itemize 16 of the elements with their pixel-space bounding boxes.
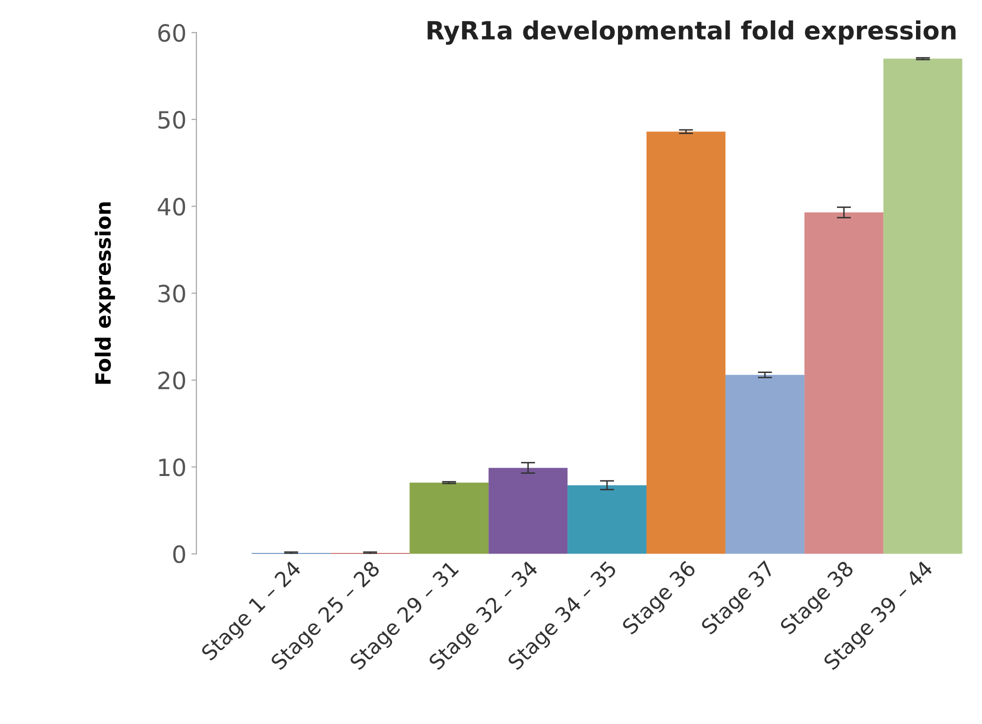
bar	[725, 374, 804, 554]
y-tick-label: 60	[158, 24, 186, 42]
y-tick-label: 20	[158, 372, 186, 390]
bar	[804, 212, 884, 554]
bar	[568, 485, 646, 554]
y-tick-label: 40	[158, 198, 186, 216]
chart-title: RyR1a developmental fold expression	[428, 20, 956, 45]
bar	[646, 132, 726, 554]
bar	[488, 468, 568, 554]
y-tick-label: 30	[158, 284, 186, 303]
y-tick-label: 10	[159, 458, 186, 476]
bar	[883, 58, 962, 554]
y-tick-label: 50	[158, 110, 186, 129]
bar	[410, 482, 489, 554]
y-axis-title: Fold expression	[94, 202, 115, 384]
y-tick-label: 0	[173, 545, 186, 564]
